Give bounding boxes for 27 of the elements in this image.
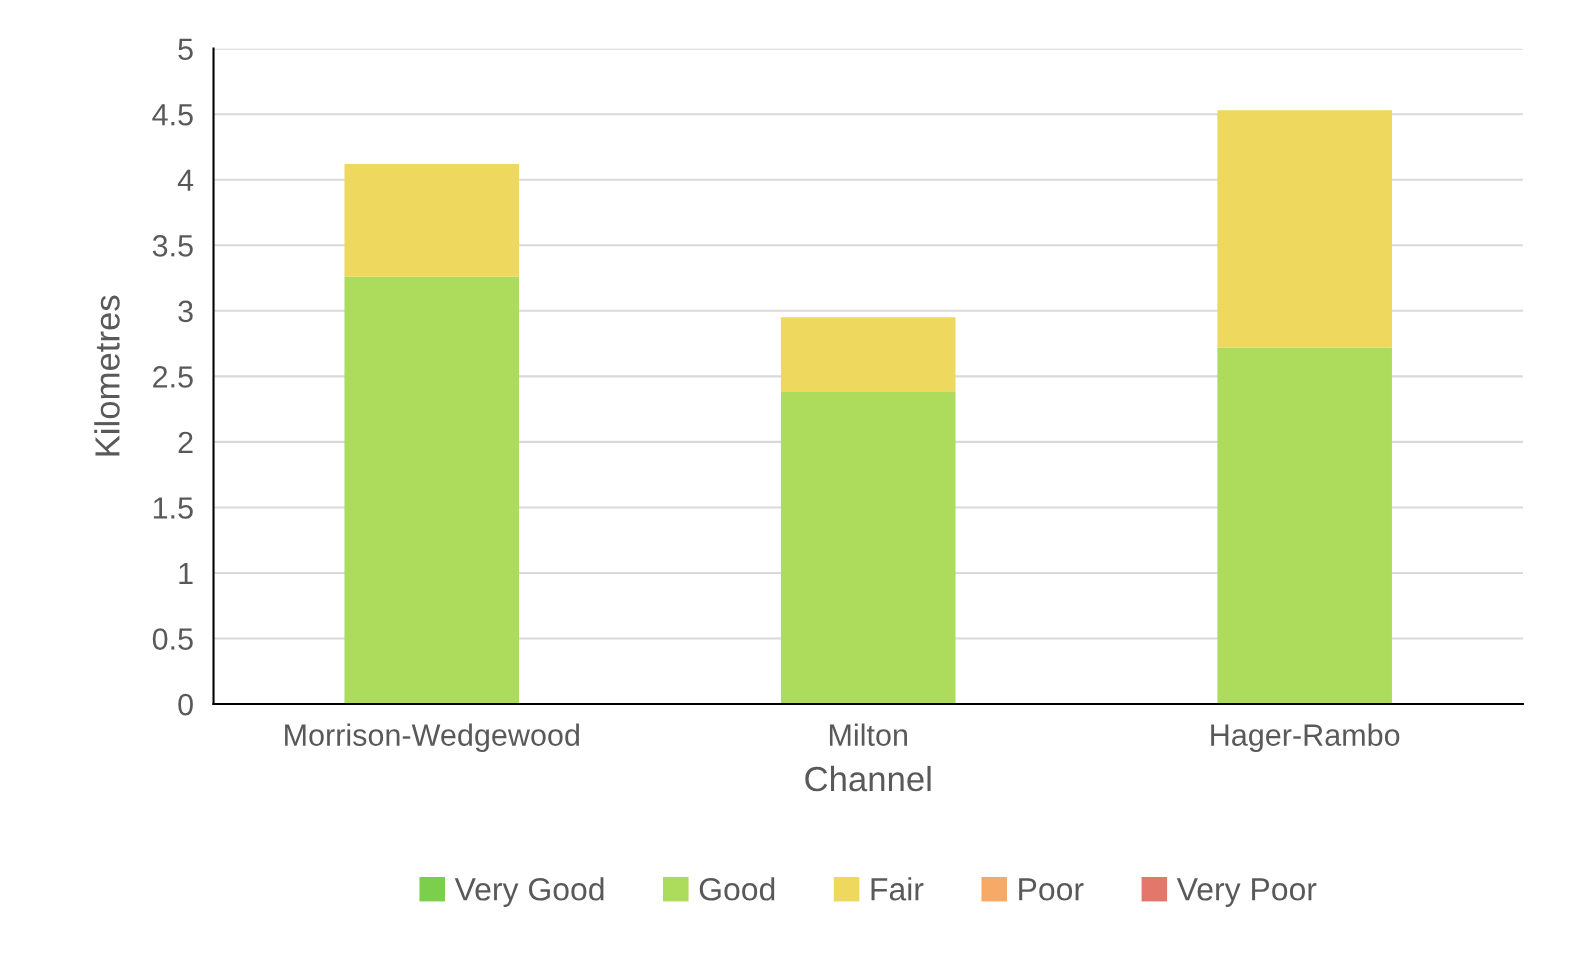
y-tick-label: 2 [178,431,193,453]
bar [344,164,520,277]
y-tick-label: 1.5 [153,497,193,519]
y-tick-label: 3.5 [152,235,193,257]
bar [780,317,956,393]
legend-label: Fair [871,877,924,901]
y-tick-label: 1 [179,563,193,585]
y-tick-label: 3 [178,300,193,323]
legend-label: Good [699,877,775,901]
y-tick-label: 5 [178,38,193,61]
y-tick-label: 4 [177,169,194,191]
bar [1217,110,1392,348]
y-tick-label: 4.5 [152,104,193,126]
bar [1217,347,1392,705]
bar [344,276,520,705]
legend-label: Poor [1019,878,1084,901]
x-axis-title: Channel [805,765,931,792]
y-axis-title: Kilometres [94,295,120,456]
legend-label: Very Poor [1176,878,1317,907]
y-tick-label: 0.5 [152,628,193,650]
x-tick-label: Hager-Rambo [1211,723,1400,752]
y-tick-label: 2.5 [153,366,193,388]
y-tick-label: 0 [178,693,193,716]
bar [780,392,956,705]
x-tick-label: Morrison-Wedgewood [285,723,579,752]
x-tick-label: Milton [829,723,907,746]
legend-label: Very Good [454,877,604,907]
